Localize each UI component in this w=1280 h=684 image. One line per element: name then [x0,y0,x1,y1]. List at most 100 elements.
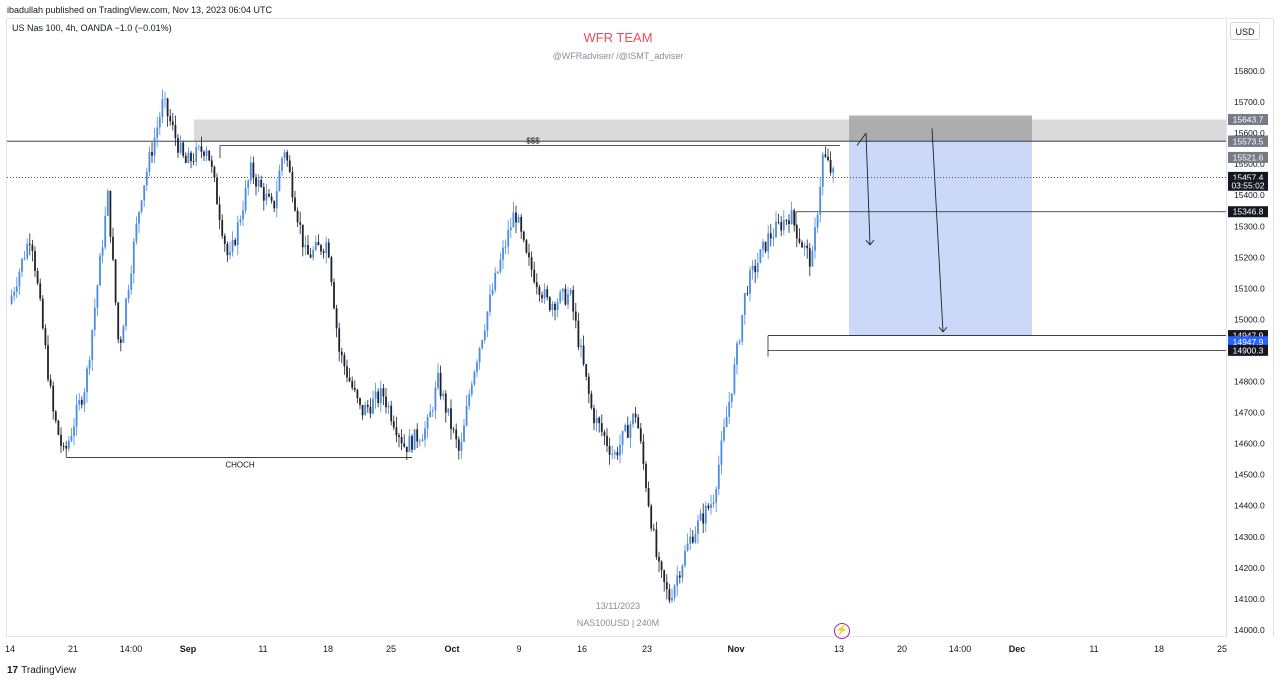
candle-body [626,425,629,438]
candle-body [741,314,744,342]
candle-body [299,222,302,225]
candle-body [821,154,824,187]
candle-body [340,351,343,356]
y-tick-label: 14400.0 [1234,501,1265,511]
watermark-date: 13/11/2023 [595,601,641,611]
symbol-legend[interactable]: US Nas 100, 4h, OANDA −1.0 (−0.01%) [12,23,172,33]
candle-body [603,431,606,436]
candle-body [515,212,517,223]
candle-body [637,417,640,429]
candle-body [398,435,400,438]
candle-body [470,384,473,395]
candle-body [671,597,673,601]
price-label: 14947.9 [1233,331,1264,341]
candle-body [728,401,731,417]
y-tick-label: 14600.0 [1234,439,1265,449]
y-tick-label: 14000.0 [1234,625,1265,635]
candle-body [83,392,86,405]
candle-body [333,282,335,309]
candle-body [13,291,16,296]
candle-body [504,246,507,248]
candle-body [101,247,104,256]
candle-body [738,341,741,344]
candle-body [88,360,91,369]
candle-body [200,146,203,152]
candle-body [746,293,749,294]
candle-body [26,243,29,259]
candle-body [798,238,801,243]
candle-body [382,388,385,397]
candle-body [140,200,143,212]
candle-body [699,513,702,521]
candle-body [135,223,138,242]
candle-body [788,220,790,225]
candle-body [647,488,650,506]
price-label-bg [1228,171,1268,183]
candle-body [49,379,52,386]
lightning-icon[interactable]: ⚡ [834,623,850,639]
x-tick-label: 20 [896,644,908,654]
candle-body [379,388,382,404]
candle-body [70,435,73,441]
candle-body [109,190,112,237]
x-tick-label: Oct [444,644,460,654]
candle-body [790,210,793,225]
candle-body [551,303,554,311]
price-label: 15643.7 [1233,115,1264,125]
candle-body [624,425,627,431]
candle-body [236,222,239,245]
candle-body [130,273,133,290]
price-label-bg [1228,179,1268,191]
candle-body [104,215,107,248]
candle-body [372,398,374,414]
candle-body [112,236,114,260]
y-tick-label: 14100.0 [1234,594,1265,604]
candle-body [561,288,564,292]
candle-body [803,245,806,248]
candle-body [619,444,621,456]
candle-body [265,193,268,201]
candle-body [827,156,829,161]
candle-body [78,399,81,405]
candle-body [117,302,120,340]
candle-body [320,245,322,252]
candle-body [351,381,354,388]
candle-body [819,186,822,215]
candle-body [242,210,244,220]
currency-button[interactable]: USD [1230,22,1260,40]
supply-zone [194,119,1226,142]
candle-body [723,427,725,441]
candle-body [775,221,777,238]
x-tick-label: 21 [67,644,79,654]
watermark-subtitle: @WFRadviser/ /@ISMT_adviser [552,51,684,61]
candle-body [153,137,156,156]
arrow-down-short-line [865,133,871,245]
candle-body [325,242,328,254]
candle-body [710,504,712,509]
price-label-bg [1228,344,1268,356]
candle-body [223,235,226,244]
candle-body [390,405,393,422]
price-axis[interactable] [1228,18,1274,637]
candle-body [702,513,705,524]
candle-body [642,441,645,464]
candle-body [36,270,39,284]
candle-body [18,271,21,287]
candle-body [520,216,523,232]
candle-body [806,245,809,249]
candle-body [694,533,697,543]
candle-body [704,505,707,524]
candle-body [754,265,757,273]
candle-body [359,398,361,405]
candle-body [795,225,798,239]
candle-body [273,200,276,209]
candle-body [197,146,200,148]
candle-body [218,204,221,221]
candle-body [291,171,294,198]
candle-body [239,219,242,223]
tradingview-logo: 17 TradingView [7,665,76,676]
arrow-head-short [865,239,875,246]
candle-body [769,233,772,239]
chart-pane[interactable] [6,18,1227,637]
